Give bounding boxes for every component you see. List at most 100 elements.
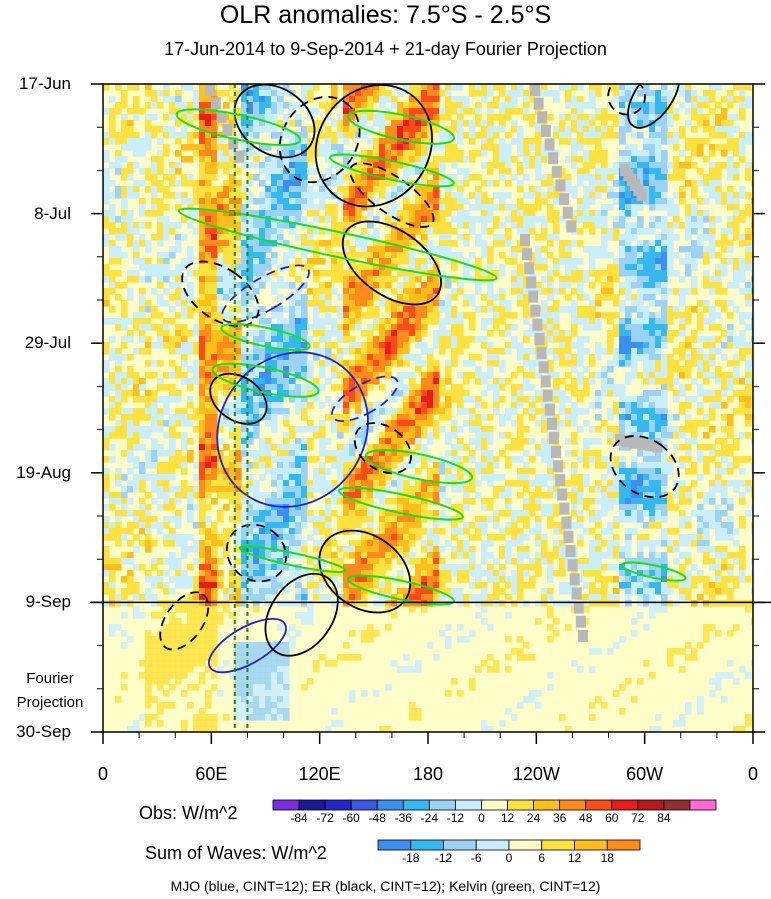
colorbar-swatch — [481, 799, 508, 811]
contour-kelvin-26 — [338, 486, 464, 521]
contour-kelvin-27 — [238, 545, 347, 573]
colorbar-swatch — [541, 839, 575, 851]
contour-er-12 — [225, 523, 288, 583]
colorbar-tick-label: 60 — [605, 811, 619, 825]
contour-kelvin-25 — [364, 449, 474, 485]
wave-contours — [159, 84, 687, 674]
colorbar-tick-label: -72 — [316, 811, 334, 825]
x-tick-label: 0 — [97, 764, 109, 784]
contour-er-17 — [627, 84, 681, 129]
colorbar-swatch — [428, 799, 456, 811]
contour-kelvin-20 — [175, 108, 302, 147]
colorbar-swatch — [376, 799, 404, 811]
contour-er-14 — [264, 572, 339, 657]
colorbar-tick-label: 24 — [526, 811, 541, 825]
colorbar-tick-label: 36 — [552, 811, 567, 825]
x-tick-label: 60W — [626, 764, 664, 784]
colorbar-swatch — [507, 799, 534, 811]
contour-kelvin-22 — [329, 153, 455, 188]
colorbar-tick-label: 0 — [478, 811, 485, 825]
colorbar-tick-label: 12 — [500, 811, 515, 825]
colorbar-tick-label: -6 — [470, 851, 482, 865]
contour-kelvin-19 — [177, 207, 498, 282]
colorbar-swatch — [533, 799, 561, 811]
colorbar-tick-label: 12 — [567, 851, 582, 865]
colorbar-swatch — [574, 839, 608, 851]
colorbar-tick-label: 6 — [538, 851, 546, 865]
projection-label-line2: Projection — [16, 694, 84, 711]
colorbar-tick-label: 48 — [579, 811, 593, 825]
y-tick-label: 19-Aug — [16, 462, 71, 482]
waves-colorbar-title: Sum of Waves: W/m^2 — [145, 843, 327, 863]
colorbar-swatch — [455, 799, 482, 811]
contour-kelvin-28 — [346, 574, 455, 606]
contour-er-6 — [278, 96, 361, 184]
colorbar-tick-label: -24 — [420, 811, 439, 825]
colorbar-swatch — [508, 839, 543, 851]
chart-title: OLR anomalies: 7.5°S - 2.5°S — [219, 1, 552, 29]
contour-mjo-3 — [208, 618, 287, 674]
colorbar-swatch — [663, 799, 691, 811]
axis-ticks — [91, 83, 765, 744]
colorbar-swatch — [377, 839, 412, 851]
colorbar-swatch — [559, 799, 587, 811]
contour-er-16 — [609, 435, 680, 499]
contour-er-9 — [181, 260, 260, 328]
colorbar-tick-label: -84 — [290, 811, 308, 825]
colorbar-tick-label: 72 — [631, 811, 645, 825]
waves-colorbar — [377, 839, 641, 851]
colorbar-swatch — [402, 799, 430, 811]
obs-colorbar — [272, 799, 717, 811]
colorbar-swatch — [298, 799, 326, 811]
colorbar-tick-label: -18 — [402, 851, 420, 865]
colorbar-swatch — [611, 799, 639, 811]
chart-subtitle: 17-Jun-2014 to 9-Sep-2014 + 21-day Fouri… — [164, 39, 607, 59]
y-tick-label: 30-Sep — [16, 722, 71, 741]
projection-label-line1: Fourier — [26, 670, 74, 687]
colorbar-tick-label: -60 — [342, 811, 360, 825]
colorbar-tick-label: -48 — [368, 811, 386, 825]
colorbar-tick-label: 18 — [600, 851, 614, 865]
colorbar-swatch — [585, 799, 613, 811]
y-tick-label: 29-Jul — [24, 333, 71, 353]
contour-kelvin-24 — [211, 362, 320, 398]
colorbar-swatch — [606, 839, 641, 851]
y-tick-label: 9-Sep — [25, 592, 71, 612]
colorbar-tick-label: -12 — [434, 851, 453, 865]
olr-heatmap — [103, 84, 753, 732]
contour-er-15 — [159, 591, 210, 651]
contour-er-7 — [349, 162, 435, 228]
contour-kelvin-23 — [220, 322, 311, 352]
y-tick-label: 8-Jul — [34, 203, 71, 223]
colorbar-swatch — [443, 839, 477, 851]
x-tick-label: 180 — [412, 764, 444, 784]
colorbar-swatch — [272, 799, 300, 811]
reference-lines — [233, 84, 249, 732]
contour-er-8 — [341, 220, 442, 306]
x-tick-label: 120W — [512, 764, 560, 784]
colorbar-tick-label: 0 — [505, 851, 513, 865]
contour-kelvin-29 — [620, 561, 687, 582]
colorbar-swatch — [689, 799, 717, 811]
colorbar-swatch — [410, 839, 444, 851]
colorbar-swatch — [475, 839, 510, 851]
contour-mjo-0 — [221, 264, 310, 324]
colorbar-tick-label: 84 — [657, 811, 671, 825]
contour-er-5 — [314, 84, 433, 208]
colorbar-swatch — [350, 799, 378, 811]
contour-er-4 — [233, 84, 316, 159]
colorbar-tick-label: -36 — [394, 811, 412, 825]
obs-colorbar-title: Obs: W/m^2 — [139, 803, 238, 823]
x-tick-label: 60E — [195, 764, 228, 784]
y-tick-label: 17-Jun — [19, 74, 71, 93]
x-tick-label: 0 — [747, 764, 759, 784]
contour-er-11 — [353, 422, 412, 475]
colorbar-swatch — [324, 799, 352, 811]
x-tick-label: 120E — [298, 764, 341, 784]
contour-er-10 — [209, 372, 268, 425]
contour-legend-note: MJO (blue, CINT=12); ER (black, CINT=12)… — [170, 878, 601, 894]
colorbar-swatch — [637, 799, 665, 811]
contour-mjo-1 — [331, 375, 399, 422]
contour-kelvin-21 — [346, 109, 455, 145]
